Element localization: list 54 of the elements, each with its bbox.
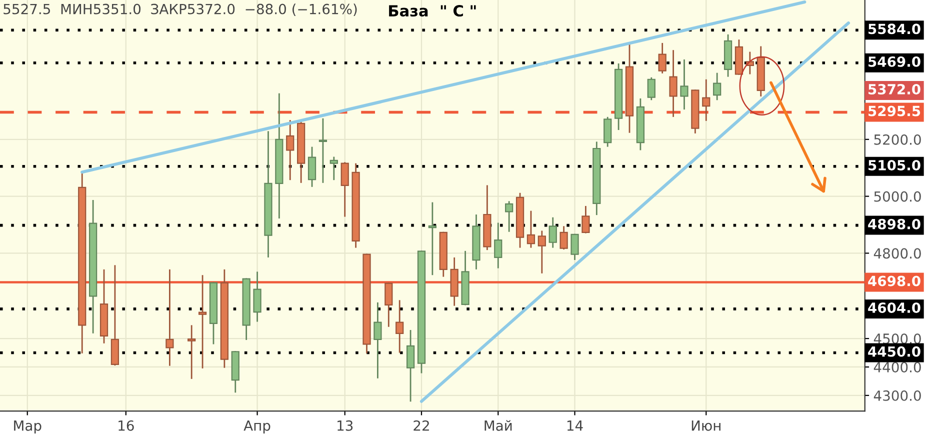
- candlestick: [318, 118, 328, 184]
- ref-line-label: 4450.0: [868, 346, 920, 357]
- candlestick: [526, 210, 536, 248]
- y-tick-label: 5000.0: [874, 191, 921, 202]
- x-tick-label: 13: [338, 420, 353, 431]
- candlestick: [198, 274, 207, 370]
- chart-title: База " С ": [389, 4, 476, 17]
- candlestick: [560, 225, 568, 250]
- candlestick: [680, 58, 688, 110]
- candlestick: [330, 156, 338, 181]
- ref-line-label: 5295.5: [868, 106, 920, 116]
- candlestick: [647, 76, 656, 101]
- candlestick: [166, 268, 174, 367]
- candlestick: [570, 233, 579, 261]
- candlestick: [604, 116, 612, 148]
- x-tick-label: Апр: [244, 420, 270, 434]
- candlestick: [669, 49, 678, 118]
- ref-line-label: 4604.0: [868, 302, 920, 313]
- ref-line-label: 5469.0: [868, 56, 920, 67]
- y-tick-label: 4500.0: [874, 334, 921, 344]
- x-tick-label: Мар: [14, 420, 42, 434]
- candlestick: [188, 324, 196, 380]
- candlestick: [308, 146, 316, 188]
- candlestick: [548, 216, 557, 248]
- x-tick-label: Май: [484, 420, 512, 431]
- candlestick: [658, 42, 666, 74]
- x-tick-label: Июн: [692, 420, 720, 431]
- annotation: 5527.5 МИН5351.0 ЗАКР5372.0 −88.0 (−1.61%): [4, 4, 357, 16]
- ref-line-label: 5584.0: [868, 24, 920, 34]
- candlestick: [406, 329, 415, 402]
- candlestick: [713, 72, 722, 101]
- candlestick: [428, 202, 436, 276]
- x-tick-label: 14: [567, 420, 583, 431]
- candlestick: [396, 299, 404, 354]
- y-tick-label: 4300.0: [874, 390, 921, 401]
- text: 5372.0: [868, 84, 920, 94]
- y-tick-label: 4400.0: [874, 362, 921, 372]
- candlestick: [702, 78, 710, 122]
- candlestick: [384, 282, 393, 328]
- y-tick-label: 4800.0: [874, 248, 921, 259]
- candlestick: [340, 161, 349, 218]
- candlestick: [253, 270, 262, 322]
- candlestick: [582, 205, 590, 234]
- ref-line-label: 5105.0: [868, 160, 920, 170]
- candlestick: [505, 200, 514, 233]
- ref-line-label: 4898.0: [868, 218, 920, 230]
- candlestick: [374, 302, 382, 380]
- y-tick-label: 5200.0: [874, 134, 921, 145]
- ref-line-label: 4698.0: [868, 276, 920, 286]
- x-tick-label: 22: [414, 420, 429, 431]
- candlestick: [538, 230, 546, 274]
- candlestick: [494, 222, 502, 269]
- candlestick: [286, 119, 294, 181]
- x-tick-label: 16: [118, 420, 134, 431]
